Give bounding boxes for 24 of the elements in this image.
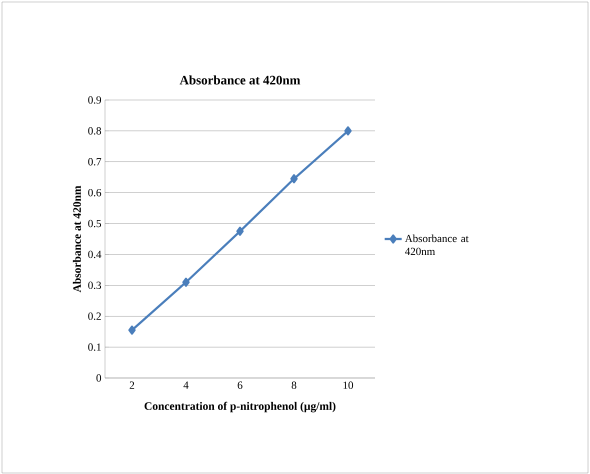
x-tick-label: 2 bbox=[130, 382, 134, 389]
y-tick-label: 0.2 bbox=[88, 312, 101, 320]
y-tick-label: 0.5 bbox=[88, 220, 102, 228]
point bbox=[236, 226, 244, 236]
point bbox=[290, 174, 298, 184]
y-tick-label: 0.8 bbox=[88, 127, 102, 135]
x-tick-label: 4 bbox=[183, 382, 189, 389]
y-tick-label: 0 bbox=[96, 374, 102, 382]
y-tick-label: 0.7 bbox=[88, 158, 102, 166]
y-tick-label: 0.9 bbox=[88, 96, 102, 104]
point bbox=[182, 278, 190, 287]
y-tick-label: 0.1 bbox=[88, 343, 101, 351]
point bbox=[344, 126, 352, 136]
y-axis-title: Absorbance at 420nm bbox=[72, 186, 81, 292]
x-tick-label: 8 bbox=[292, 382, 296, 389]
y-tick-label: 0.4 bbox=[88, 250, 102, 258]
x-tick-label: 6 bbox=[238, 382, 242, 389]
chart-title: Absorbance at 420nm bbox=[180, 75, 300, 84]
x-tick-label: 10 bbox=[343, 382, 354, 389]
x-axis-title: Concentration of p-nitrophenol (µg/ml) bbox=[144, 402, 336, 412]
y-tick-label: 0.6 bbox=[88, 188, 102, 196]
legend-label: Absorbance at 420nm bbox=[404, 234, 469, 256]
point bbox=[128, 326, 136, 335]
y-tick-label: 0.3 bbox=[88, 282, 102, 290]
